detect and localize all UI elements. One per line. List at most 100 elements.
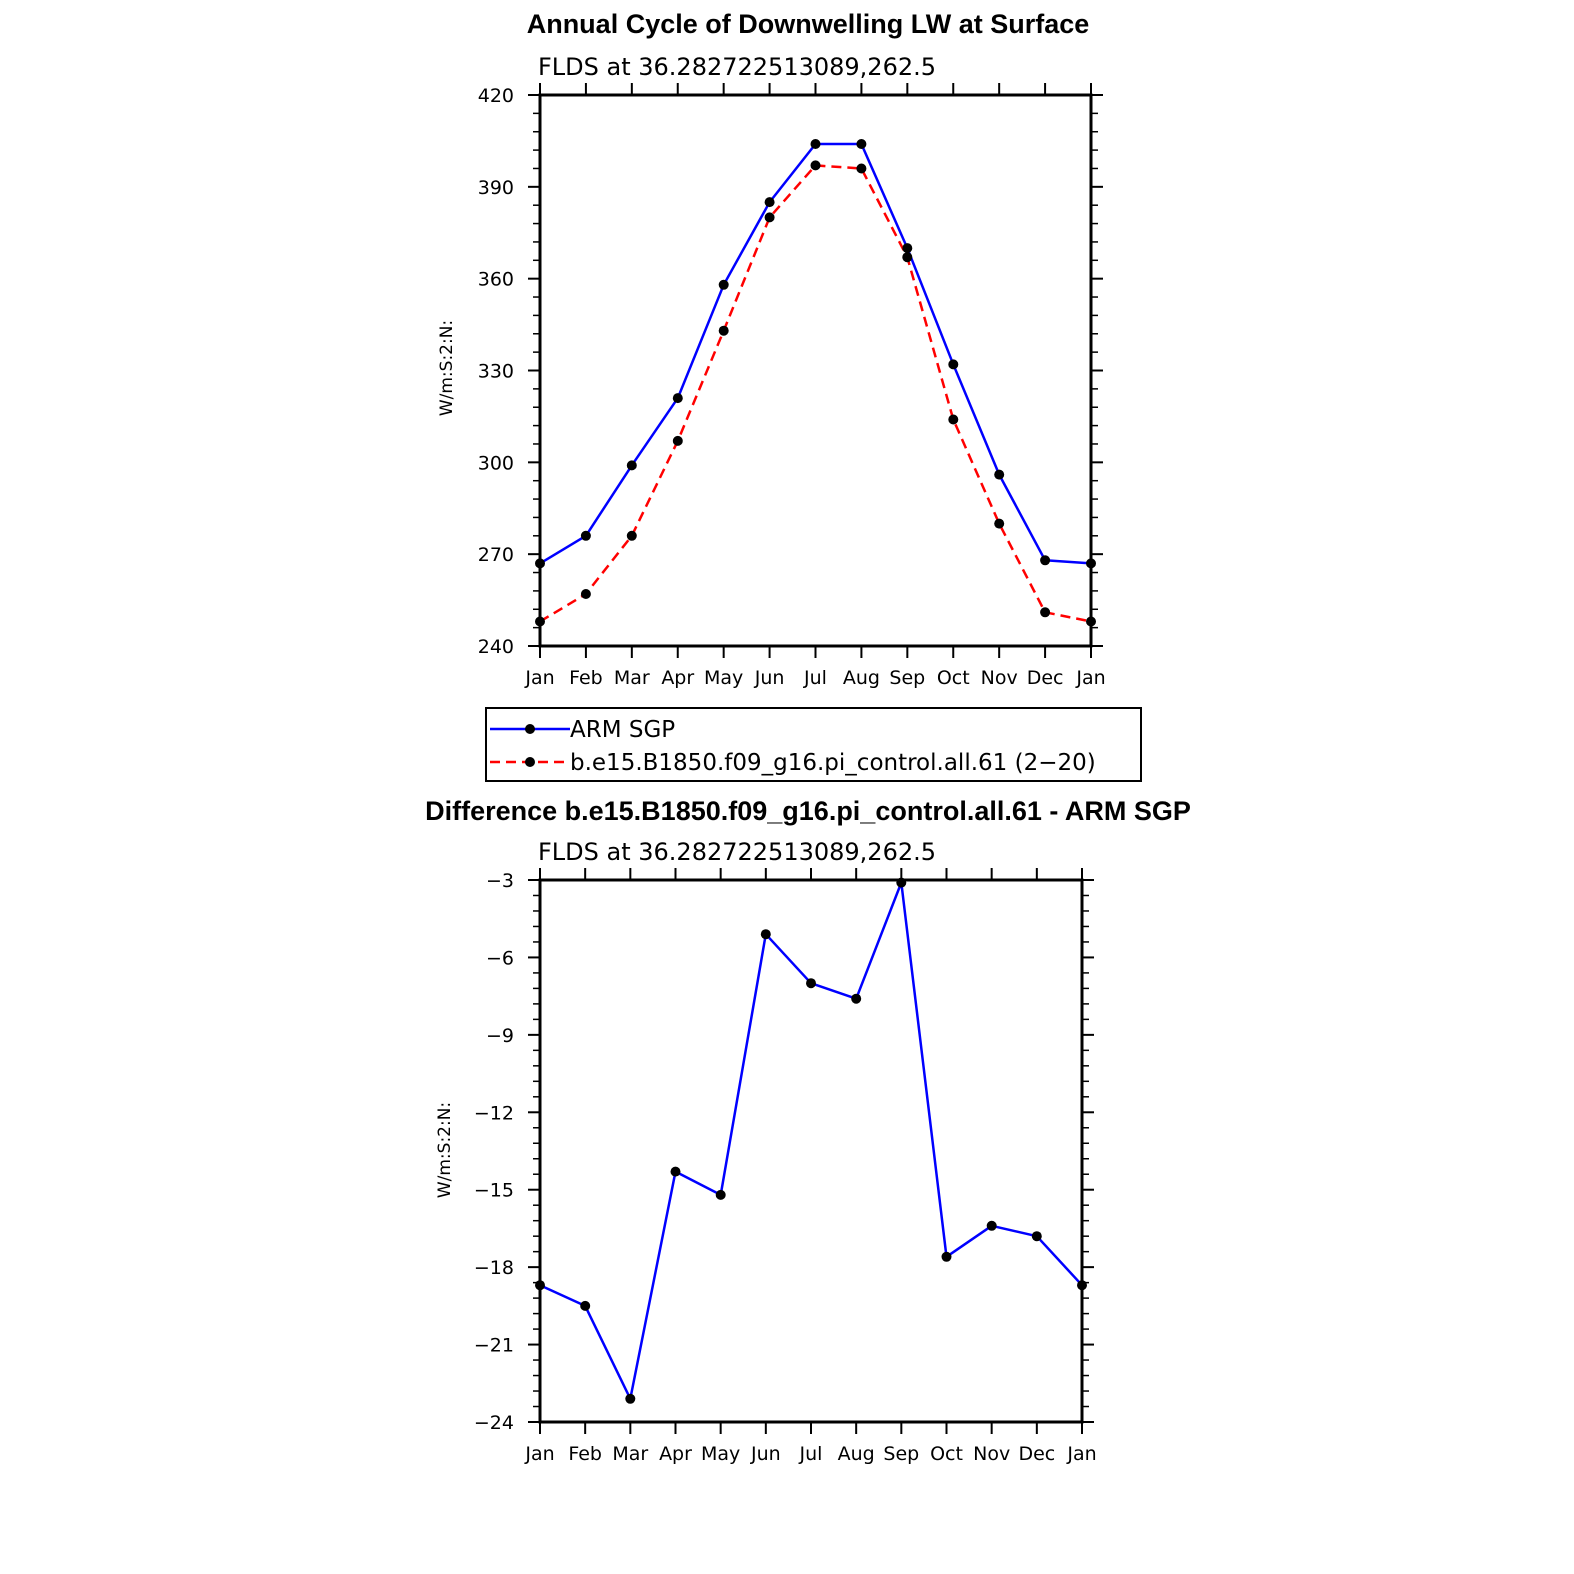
x-tick-label: Mar xyxy=(612,1443,648,1465)
series-lines xyxy=(535,139,1096,627)
x-tick-label: Nov xyxy=(973,1443,1010,1465)
chart-title: Difference b.e15.B1850.f09_g16.pi_contro… xyxy=(425,796,1191,826)
data-point xyxy=(1040,607,1051,618)
data-point xyxy=(580,1300,591,1311)
x-tick-label: Mar xyxy=(614,667,650,689)
x-tick-label: Jul xyxy=(799,1443,823,1465)
data-point xyxy=(994,469,1005,480)
x-tick-label: Aug xyxy=(843,667,880,689)
y-tick-label: −12 xyxy=(474,1102,514,1124)
data-point xyxy=(810,139,821,149)
y-tick-label: 420 xyxy=(478,85,514,107)
data-point xyxy=(715,1189,726,1200)
data-point xyxy=(672,393,683,404)
chart-title: Annual Cycle of Downwelling LW at Surfac… xyxy=(527,9,1090,39)
legend-label-arm-sgp: ARM SGP xyxy=(570,717,675,743)
y-tick-labels: −24 −21 −18 −15 −12 −9 −6 −3 xyxy=(474,870,514,1434)
data-point xyxy=(718,279,729,290)
y-tick-label: −9 xyxy=(486,1025,514,1047)
data-point xyxy=(764,212,775,223)
y-tick-labels: 240 270 300 330 360 390 420 xyxy=(478,85,514,658)
data-point xyxy=(896,877,907,888)
x-tick-label: Feb xyxy=(568,1443,602,1465)
data-point xyxy=(856,163,867,174)
data-point xyxy=(902,252,913,263)
x-tick-label: Jan xyxy=(524,1443,554,1465)
data-point xyxy=(626,460,637,471)
data-point xyxy=(986,1220,997,1231)
y-tick-label: −24 xyxy=(474,1412,514,1434)
x-tick-label: Aug xyxy=(838,1443,875,1465)
data-point xyxy=(948,414,959,425)
data-point xyxy=(1031,1231,1042,1242)
y-tick-label: 240 xyxy=(478,636,514,658)
x-tick-label: Feb xyxy=(569,667,603,689)
data-point xyxy=(535,558,545,569)
series-lines xyxy=(535,877,1087,1404)
x-tick-label: Nov xyxy=(981,667,1018,689)
y-tick-label: −21 xyxy=(474,1335,514,1357)
y-tick-label: 330 xyxy=(478,361,514,383)
data-point xyxy=(626,530,637,541)
x-tick-label: Oct xyxy=(930,1443,963,1465)
series-line xyxy=(539,164,1092,623)
data-point xyxy=(535,1280,545,1291)
legend-marker-model xyxy=(525,757,535,767)
x-tick-label: Jan xyxy=(524,667,554,689)
data-point xyxy=(851,993,862,1004)
chart-subtitle: FLDS at 36.282722513089,262.5 xyxy=(538,838,936,866)
x-tick-label: Oct xyxy=(937,667,970,689)
plot-frame xyxy=(538,878,1084,1424)
x-tick-label: May xyxy=(701,1443,740,1465)
data-point xyxy=(1040,555,1051,566)
data-point xyxy=(1077,1280,1087,1291)
x-tick-label: Jun xyxy=(754,667,785,689)
data-point xyxy=(580,589,591,599)
x-tick-label: Jun xyxy=(750,1443,781,1465)
data-point xyxy=(902,243,913,254)
y-tick-label: 270 xyxy=(478,544,514,566)
x-tick-label: Sep xyxy=(883,1443,919,1465)
data-point xyxy=(1086,558,1096,569)
x-tick-labels: Jan Feb Mar Apr May Jun Jul Aug Sep Oct Nov Dec Jan xyxy=(524,667,1105,689)
legend-box xyxy=(485,707,1142,782)
data-point xyxy=(806,978,816,989)
data-point xyxy=(948,359,959,370)
data-point xyxy=(580,530,591,541)
y-tick-label: −15 xyxy=(474,1180,514,1202)
data-point xyxy=(535,616,545,627)
x-tick-label: May xyxy=(704,667,743,689)
y-tick-label: 300 xyxy=(478,452,514,474)
y-tick-label: −18 xyxy=(474,1257,514,1279)
x-tick-label: Dec xyxy=(1018,1443,1055,1465)
legend: ARM SGP b.e15.B1850.f09_g16.pi_control.a… xyxy=(485,707,1142,782)
y-tick-label: −6 xyxy=(486,947,514,969)
y-axis-label: W/m:S:2:N: xyxy=(437,320,457,416)
data-point xyxy=(941,1251,952,1262)
y-axis-label: W/m:S:2:N: xyxy=(435,1102,455,1198)
series-line xyxy=(539,142,1092,565)
x-tick-label: Jul xyxy=(803,667,827,689)
x-tick-label: Sep xyxy=(889,667,925,689)
x-tick-label: Jan xyxy=(1075,667,1105,689)
x-tick-label: Apr xyxy=(661,667,694,689)
data-point xyxy=(760,929,771,940)
annual-cycle-chart: Annual Cycle of Downwelling LW at Surfac… xyxy=(437,9,1106,689)
data-point xyxy=(670,1166,681,1177)
x-tick-labels: Jan Feb Mar Apr May Jun Jul Aug Sep Oct Nov Dec Jan xyxy=(524,1443,1096,1465)
axis-ticks xyxy=(528,868,1094,1434)
axis-ticks xyxy=(528,83,1103,658)
data-point xyxy=(764,197,775,208)
data-point xyxy=(994,518,1005,529)
y-tick-label: 360 xyxy=(478,269,514,291)
difference-chart: Difference b.e15.B1850.f09_g16.pi_contro… xyxy=(425,796,1191,1465)
legend-marker-arm-sgp xyxy=(525,724,535,734)
chart-subtitle: FLDS at 36.282722513089,262.5 xyxy=(538,53,936,81)
legend-label-model: b.e15.B1850.f09_g16.pi_control.all.61 (2… xyxy=(570,750,1096,776)
data-point xyxy=(810,160,821,171)
plot-frame xyxy=(538,93,1093,648)
x-tick-label: Jan xyxy=(1066,1443,1096,1465)
series-line xyxy=(539,881,1083,1401)
data-point xyxy=(718,325,729,336)
